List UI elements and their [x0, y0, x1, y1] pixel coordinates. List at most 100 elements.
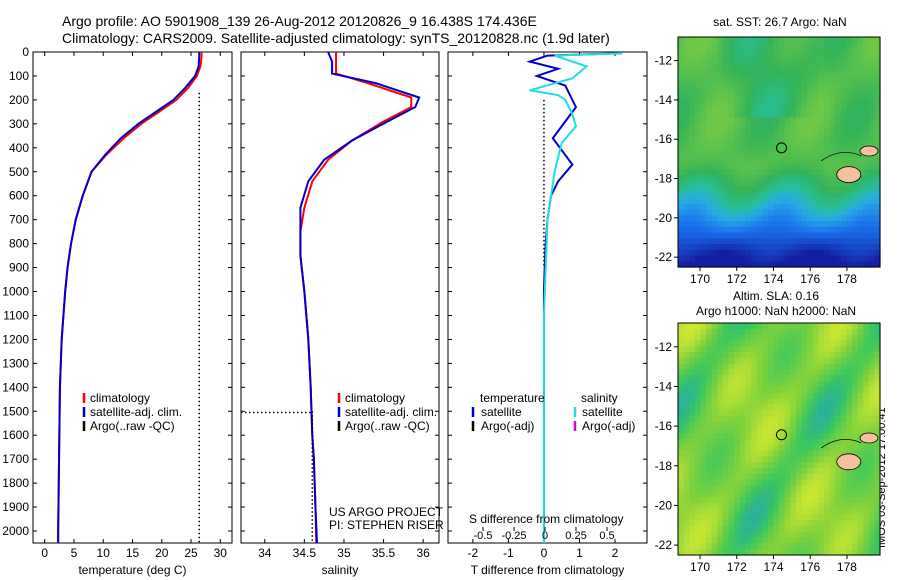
map-cell [807, 514, 814, 521]
map-cell [868, 323, 875, 330]
map-cell [874, 192, 881, 199]
map-cell [846, 433, 853, 440]
map-cell [784, 468, 791, 475]
map-cell [717, 255, 724, 262]
map-cell [689, 48, 696, 55]
map-cell [784, 526, 791, 533]
map-cell [790, 134, 797, 142]
map-cell [829, 340, 836, 347]
map-cell [717, 249, 724, 257]
map-cell [694, 169, 702, 176]
map-cell [835, 531, 842, 539]
map-cell [728, 537, 735, 544]
map-cell [807, 340, 814, 347]
map-cell [728, 508, 735, 515]
map-cell [818, 410, 825, 417]
map-cell [818, 508, 825, 515]
map-cell [795, 497, 803, 504]
map-cell [818, 198, 825, 205]
map-cell [773, 232, 780, 239]
map-cell [835, 37, 842, 44]
map-cell [812, 48, 819, 55]
map-cell [851, 363, 859, 370]
map-cell [790, 369, 797, 376]
map-cell [795, 203, 803, 211]
map-cell [717, 479, 724, 486]
map-cell [812, 232, 819, 239]
map-cell [756, 346, 763, 353]
map-cell [678, 175, 685, 182]
map-cell [728, 163, 735, 170]
map-cell [683, 479, 690, 486]
map-cell [823, 192, 831, 199]
map-cell [728, 65, 735, 73]
map-cell [683, 473, 690, 481]
map-cell [767, 71, 774, 78]
map-cell [807, 37, 814, 44]
map-cell [835, 427, 842, 434]
map-cell [823, 497, 831, 504]
map-cell [756, 363, 763, 370]
map-cell [790, 386, 797, 394]
map-cell [829, 100, 836, 107]
map-cell [756, 226, 763, 234]
map-cell [706, 152, 713, 159]
map-cell [694, 203, 702, 211]
map-cell [734, 163, 741, 170]
map-cell [801, 261, 808, 268]
map-cell [706, 526, 713, 533]
map-cell [851, 485, 859, 492]
map-cell [840, 386, 847, 394]
map-cell [874, 537, 881, 544]
map-cell [857, 386, 864, 394]
map-cell [689, 203, 696, 211]
map-cell [756, 497, 763, 504]
map-cell [857, 537, 864, 544]
map-cell [767, 363, 774, 370]
map-cell [779, 71, 786, 78]
map-cell [756, 146, 763, 153]
map-cell [767, 169, 774, 176]
map-cell [756, 94, 763, 101]
map-cell [790, 323, 797, 330]
map-cell [756, 192, 763, 199]
map-cell [823, 520, 831, 527]
map-cell [773, 163, 780, 170]
map-cell [734, 497, 741, 504]
map-cell [689, 180, 696, 188]
map-cell [835, 198, 842, 205]
map-cell [835, 123, 842, 130]
map-cell [750, 134, 758, 142]
map-cell [784, 520, 791, 527]
map-cell [874, 427, 881, 434]
map-cell [767, 152, 774, 159]
map-cell [739, 404, 746, 411]
map-cell [678, 363, 685, 370]
map-cell [750, 249, 758, 257]
map-cell [762, 450, 769, 457]
map-cell [756, 421, 763, 428]
map-cell [857, 485, 864, 492]
map-cell [790, 157, 797, 165]
project-annotation: US ARGO PROJECT [329, 505, 444, 519]
map-cell [694, 157, 702, 165]
map-cell [779, 134, 786, 142]
map-cell [784, 77, 791, 84]
map-cell [863, 526, 870, 533]
map-cell [773, 111, 780, 119]
map-cell [795, 209, 803, 216]
map-cell [694, 192, 702, 199]
map-cell [711, 106, 718, 113]
map-cell [762, 175, 769, 182]
map-cell [779, 415, 786, 423]
map-cell [683, 88, 690, 96]
map-cell [694, 106, 702, 113]
map-cell [779, 42, 786, 50]
map-cell [857, 479, 864, 486]
map-cell [868, 209, 875, 216]
map-cell [683, 48, 690, 55]
map-cell [868, 163, 875, 170]
map-cell [795, 192, 803, 199]
map-cell [795, 439, 803, 446]
float-position-marker [775, 142, 787, 154]
